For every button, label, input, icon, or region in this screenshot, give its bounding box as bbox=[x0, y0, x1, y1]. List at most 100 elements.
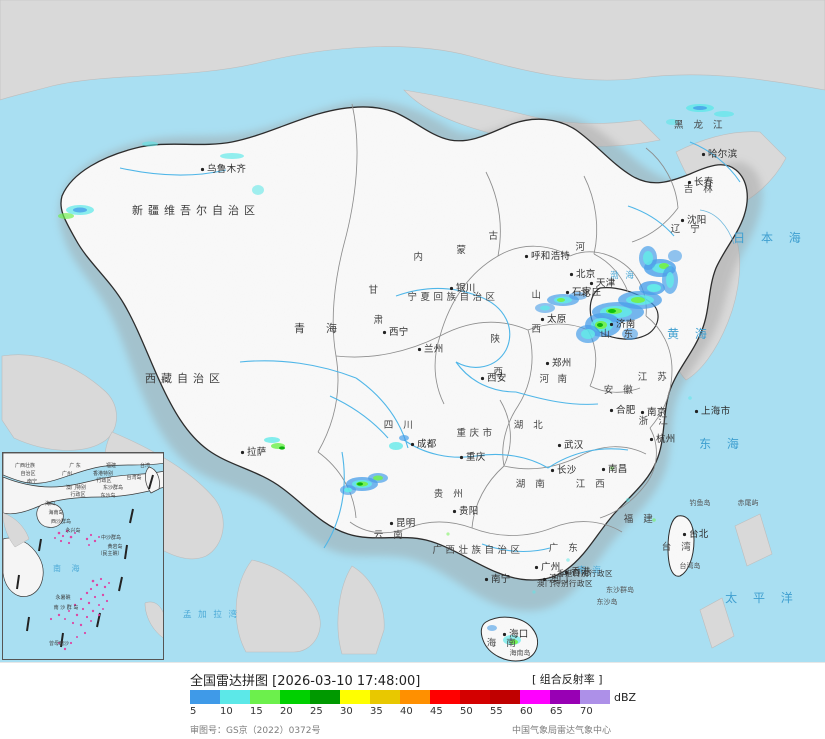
colorbar-swatch-25[interactable] bbox=[310, 690, 340, 704]
inset-svg: 南 海 广西壮族自治区广 东福建 台湾广州南宁香港特别行政区澳门特别行政区台湾岛东… bbox=[3, 453, 163, 659]
inset-label: 广 东 bbox=[69, 462, 81, 469]
province-label: 甘 bbox=[368, 284, 381, 296]
island-label: 海南岛 bbox=[510, 648, 531, 657]
echo-cluster-hainan bbox=[487, 625, 521, 645]
city-marker bbox=[701, 152, 706, 157]
colorbar-tick-25: 25 bbox=[310, 706, 323, 717]
inset-label: 东沙岛 bbox=[100, 492, 115, 499]
inset-label: 福建 bbox=[106, 462, 116, 469]
sea-label: 孟 加 拉 湾 bbox=[183, 609, 239, 620]
city-marker bbox=[601, 467, 606, 472]
sar-label: 澳门特别行政区 bbox=[537, 578, 593, 588]
colorbar-swatch-20[interactable] bbox=[280, 690, 310, 704]
city-label: 重庆 bbox=[466, 451, 486, 463]
island-label: 台湾岛 bbox=[680, 561, 701, 570]
island-label: 东沙岛 bbox=[597, 597, 618, 606]
province-label: 台 湾 bbox=[662, 541, 695, 553]
city-label: 成都 bbox=[417, 438, 437, 450]
colorbar-swatch-45[interactable] bbox=[430, 690, 460, 704]
map-label-layer: 日 本 海黄 海 渤 海东 海太 平 洋 南 海孟 加 拉 湾 新疆维吾尔自治区西藏… bbox=[132, 119, 807, 657]
sea-label: 渤 海 bbox=[610, 270, 636, 281]
city-label: 银川 bbox=[456, 282, 476, 294]
map-canvas[interactable]: 日 本 海黄 海 渤 海东 海太 平 洋 南 海孟 加 拉 湾 新疆维吾尔自治区 西藏… bbox=[0, 0, 825, 662]
province-label: 山 bbox=[600, 329, 613, 340]
city-marker bbox=[484, 577, 489, 582]
province-label: 黑 龙 江 bbox=[674, 119, 726, 131]
city-label: 南宁 bbox=[491, 573, 511, 585]
colorbar-swatch-50[interactable] bbox=[460, 690, 490, 704]
inset-label: 海南岛 bbox=[48, 509, 63, 516]
city-label: 乌鲁木齐 bbox=[207, 163, 246, 175]
city-label: 拉萨 bbox=[247, 446, 267, 458]
echo-cluster-tibet bbox=[264, 437, 285, 450]
colorbar-swatch-10[interactable] bbox=[220, 690, 250, 704]
colorbar-tick-35: 35 bbox=[370, 706, 383, 717]
inset-label: 黄岩岛 bbox=[107, 543, 122, 550]
colorbar-swatch-70[interactable] bbox=[580, 690, 610, 704]
city-marker bbox=[557, 443, 562, 448]
echo-scattered bbox=[446, 396, 692, 594]
city-marker bbox=[609, 408, 614, 413]
dbz-unit-label: dBZ bbox=[614, 691, 637, 704]
inset-label: 自治区 bbox=[20, 470, 35, 477]
colorbar-swatch-40[interactable] bbox=[400, 690, 430, 704]
city-marker bbox=[589, 281, 594, 286]
province-label: 南 bbox=[557, 373, 570, 385]
inset-label: 台湾岛 bbox=[126, 474, 141, 481]
city-label: 石家庄 bbox=[572, 286, 602, 298]
echo-cluster-hebei bbox=[535, 292, 587, 313]
city-label: 天津 bbox=[596, 278, 616, 289]
province-label: 山 bbox=[531, 290, 544, 301]
colorbar-swatch-30[interactable] bbox=[340, 690, 370, 704]
province-label: 西 bbox=[493, 367, 506, 378]
inset-label: 曾母暗沙 bbox=[49, 640, 69, 647]
colorbar-swatch-35[interactable] bbox=[370, 690, 400, 704]
province-label: 古 bbox=[488, 230, 501, 242]
colorbar-swatch-5[interactable] bbox=[190, 690, 220, 704]
island-label: 赤尾屿 bbox=[738, 498, 759, 507]
city-label: 贵阳 bbox=[459, 505, 479, 517]
city-marker bbox=[389, 521, 394, 526]
colorbar-swatch-60[interactable] bbox=[520, 690, 550, 704]
china-landmass bbox=[60, 106, 748, 662]
inset-label: 南 沙 群 岛 bbox=[54, 604, 79, 611]
colorbar-tick-15: 15 bbox=[250, 706, 263, 717]
province-label: 东 bbox=[623, 328, 636, 340]
sea-label: 日 本 海 bbox=[733, 230, 807, 245]
province-label: 四 川 bbox=[384, 420, 417, 431]
inset-label: 南宁 bbox=[27, 478, 37, 485]
colorbar-swatch-15[interactable] bbox=[250, 690, 280, 704]
colorbar-swatch-65[interactable] bbox=[550, 690, 580, 704]
province-label: 河 bbox=[575, 241, 588, 253]
city-label: 合肥 bbox=[616, 404, 636, 416]
city-label: 济南 bbox=[616, 318, 636, 330]
inset-label: 香港特别 bbox=[93, 470, 113, 477]
city-marker bbox=[240, 450, 245, 455]
south-china-sea-inset-map[interactable]: 南 海 广西壮族 自治区广 东福建 台湾 广州 南宁 香港特别 行政区 澳门特别 行政区 台湾岛东… bbox=[2, 452, 164, 660]
credit-label: 中国气象局雷达气象中心 bbox=[512, 726, 612, 736]
province-label: 辽 宁 bbox=[671, 223, 704, 235]
city-label: 南京 bbox=[647, 406, 667, 418]
sea-label: 东 海 bbox=[699, 436, 745, 451]
city-marker bbox=[649, 437, 654, 442]
dbz-colorbar[interactable] bbox=[190, 690, 610, 704]
legend-footer: 全国雷达拼图 [2026-03-10 17:48:00] [ 组合反射率 ] d… bbox=[0, 662, 825, 739]
province-label: 新疆维吾尔自治区 bbox=[132, 203, 260, 217]
inset-label: 行政区 bbox=[96, 477, 111, 484]
city-marker bbox=[502, 632, 507, 637]
province-label: 重庆市 bbox=[456, 427, 495, 439]
sea-label: 太 平 洋 bbox=[725, 590, 799, 605]
colorbar-swatch-55[interactable] bbox=[490, 690, 520, 704]
city-marker bbox=[382, 330, 387, 335]
sea-label: 南 海 bbox=[577, 565, 603, 576]
province-label: 福 建 bbox=[624, 513, 657, 525]
colorbar-tick-55: 55 bbox=[490, 706, 503, 717]
city-label: 北京 bbox=[576, 268, 596, 280]
approval-number: 审图号：GS京（2022）0372号 bbox=[190, 726, 321, 736]
inset-label: 永暑礁 bbox=[55, 594, 70, 601]
colorbar-tick-65: 65 bbox=[550, 706, 563, 717]
province-label: 西 bbox=[531, 324, 544, 335]
echo-cluster-xinjiang bbox=[58, 141, 264, 219]
